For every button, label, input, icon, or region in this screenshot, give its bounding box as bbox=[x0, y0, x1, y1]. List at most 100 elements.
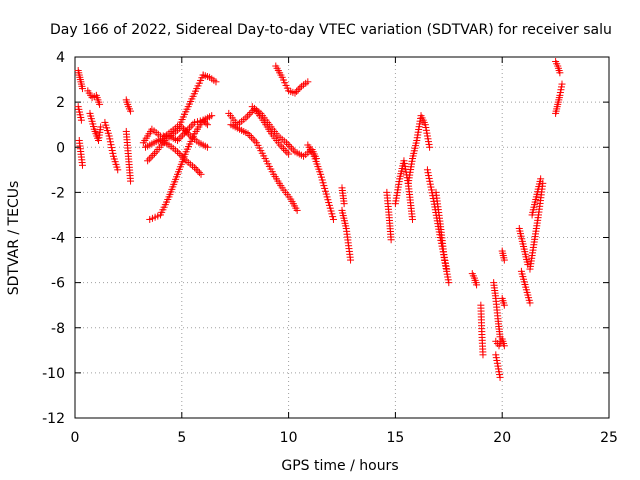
data-point bbox=[192, 165, 200, 173]
data-point bbox=[293, 87, 301, 95]
data-point bbox=[340, 200, 348, 208]
chart-title: Day 166 of 2022, Sidereal Day-to-day VTE… bbox=[50, 22, 612, 38]
data-point bbox=[187, 122, 195, 130]
data-point bbox=[428, 186, 436, 194]
y-tick-label: -6 bbox=[51, 276, 65, 292]
data-point bbox=[244, 130, 252, 138]
data-point bbox=[425, 172, 433, 180]
data-point bbox=[245, 110, 253, 118]
data-point bbox=[526, 299, 534, 307]
data-point bbox=[408, 215, 416, 223]
data-point bbox=[285, 150, 293, 158]
data-point bbox=[425, 174, 433, 182]
y-tick-label: 2 bbox=[56, 95, 65, 111]
x-tick-label: 5 bbox=[177, 430, 186, 446]
data-point bbox=[276, 141, 284, 149]
data-point bbox=[185, 124, 193, 132]
data-point bbox=[149, 151, 157, 159]
data-point bbox=[203, 121, 211, 129]
data-point bbox=[426, 177, 434, 185]
data-point bbox=[251, 137, 259, 145]
data-point bbox=[426, 180, 434, 188]
data-point bbox=[249, 135, 257, 143]
x-tick-label: 10 bbox=[280, 430, 298, 446]
x-tick-label: 15 bbox=[386, 430, 404, 446]
data-point bbox=[244, 112, 252, 120]
data-point bbox=[108, 146, 116, 154]
data-point bbox=[281, 146, 289, 154]
data-point bbox=[423, 166, 431, 174]
data-point bbox=[183, 128, 191, 136]
data-point bbox=[426, 143, 434, 151]
data-point bbox=[329, 215, 337, 223]
data-point bbox=[191, 164, 199, 172]
data-point bbox=[150, 150, 158, 158]
data-point bbox=[108, 144, 116, 152]
data-point bbox=[97, 123, 105, 131]
data-point bbox=[107, 141, 115, 149]
data-point bbox=[347, 256, 355, 264]
data-point bbox=[537, 175, 545, 183]
data-point bbox=[194, 167, 202, 175]
data-point bbox=[78, 161, 86, 169]
data-point bbox=[145, 155, 153, 163]
y-tick-label: -2 bbox=[51, 185, 65, 201]
data-point bbox=[175, 135, 183, 143]
data-point bbox=[127, 177, 135, 185]
y-tick-label: 0 bbox=[56, 140, 65, 156]
data-point bbox=[283, 148, 291, 156]
data-point bbox=[387, 236, 395, 244]
data-point bbox=[193, 118, 201, 126]
data-point bbox=[77, 116, 85, 124]
data-point bbox=[558, 80, 566, 88]
grid bbox=[75, 57, 609, 418]
data-point bbox=[282, 139, 290, 147]
data-point bbox=[189, 120, 197, 128]
data-point bbox=[500, 301, 508, 309]
data-point bbox=[109, 149, 117, 157]
data-point bbox=[179, 131, 187, 139]
data-point bbox=[147, 153, 155, 161]
data-point bbox=[175, 150, 183, 158]
data-point bbox=[496, 373, 504, 381]
x-tick-label: 20 bbox=[493, 430, 511, 446]
data-point bbox=[114, 166, 122, 174]
data-point bbox=[208, 112, 216, 120]
data-point bbox=[284, 141, 292, 149]
y-tick-label: 4 bbox=[56, 50, 65, 66]
data-point bbox=[479, 351, 487, 359]
data-point bbox=[127, 107, 135, 115]
data-point bbox=[177, 133, 185, 141]
data-point bbox=[278, 143, 286, 151]
data-point bbox=[106, 138, 114, 146]
data-point bbox=[246, 132, 254, 140]
y-tick-label: -4 bbox=[51, 231, 65, 247]
data-point bbox=[293, 206, 301, 214]
data-point bbox=[427, 183, 435, 191]
y-tick-label: -12 bbox=[42, 411, 65, 427]
data-point bbox=[96, 100, 104, 108]
data-point bbox=[294, 86, 302, 94]
data-point bbox=[180, 155, 188, 163]
data-point bbox=[424, 169, 432, 177]
data-point bbox=[212, 78, 220, 86]
data-point bbox=[191, 118, 199, 126]
data-point bbox=[289, 146, 297, 154]
data-point bbox=[195, 169, 203, 177]
data-point bbox=[247, 109, 255, 117]
data-point bbox=[242, 114, 250, 122]
data-point bbox=[144, 157, 152, 165]
data-point bbox=[296, 84, 304, 92]
data-point bbox=[78, 85, 86, 93]
y-axis-label: SDTVAR / TECUs bbox=[6, 181, 22, 296]
x-axis-label: GPS time / hours bbox=[281, 458, 398, 474]
data-point bbox=[247, 133, 255, 141]
data-point bbox=[291, 89, 299, 97]
x-tick-label: 0 bbox=[71, 430, 80, 446]
data-point bbox=[202, 119, 210, 127]
data-point bbox=[180, 125, 188, 133]
data-point bbox=[500, 256, 508, 264]
data-point bbox=[556, 69, 564, 77]
